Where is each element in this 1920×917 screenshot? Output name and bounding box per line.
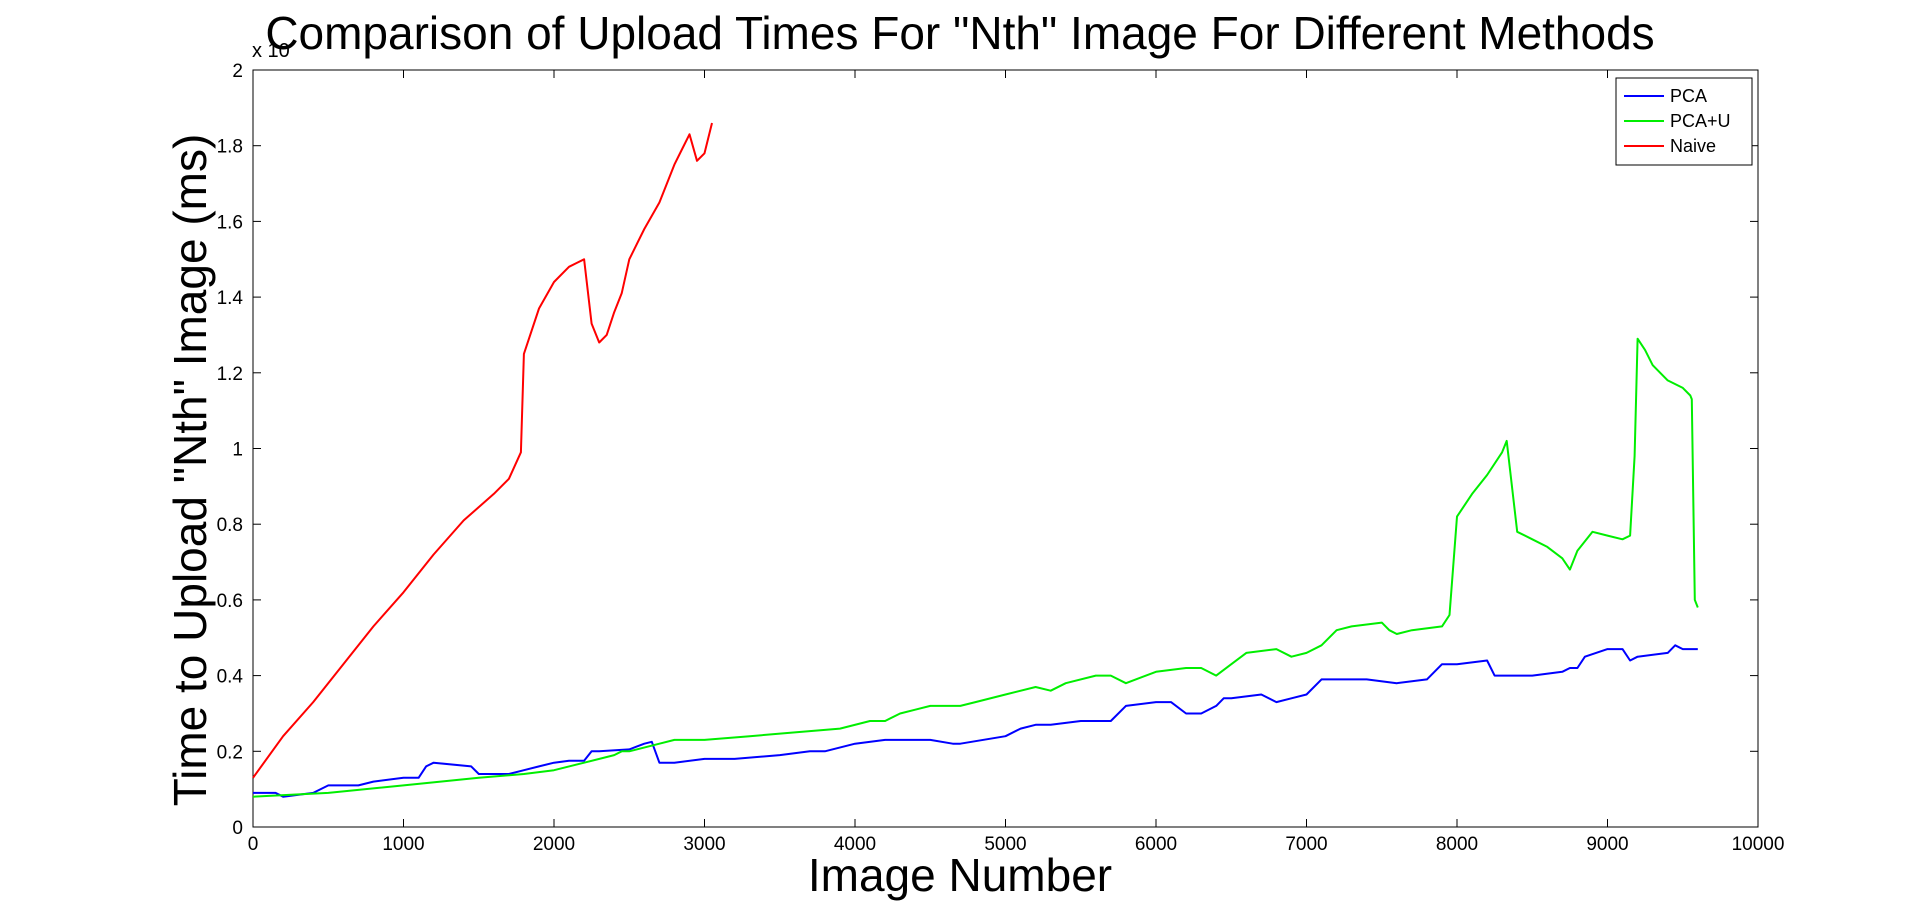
x-tick-label: 9000 <box>1586 834 1628 855</box>
series-line-pca-u <box>252 337 1699 798</box>
x-tick-label: 10000 <box>1732 834 1785 855</box>
series-lines <box>252 122 1699 798</box>
x-tick-label: 5000 <box>984 834 1026 855</box>
axes: 0 1000 2000 3000 4000 5000 6000 7000 8000 9000 100… <box>217 61 1785 855</box>
x-tick-label: 3000 <box>683 834 725 855</box>
x-tick-label: 7000 <box>1285 834 1327 855</box>
y-exponent-label: x 10 <box>252 40 290 62</box>
x-tick-label: 8000 <box>1436 834 1478 855</box>
x-axis-label: Image Number <box>807 849 1113 901</box>
y-tick-label: 1.2 <box>217 364 243 385</box>
y-tick-label: 1.6 <box>217 212 243 233</box>
y-tick-label: 0.2 <box>217 742 243 763</box>
legend-label: Naive <box>1670 136 1716 156</box>
series-line-naive <box>252 122 713 779</box>
y-tick-label: 0.6 <box>217 591 243 612</box>
y-tick-label: 0.4 <box>217 667 244 688</box>
legend: PCA PCA+U Naive <box>1615 77 1753 166</box>
y-tick-label: 1 <box>232 440 243 461</box>
x-tick-label: 6000 <box>1135 834 1177 855</box>
x-tick-label: 4000 <box>834 834 876 855</box>
y-tick-label: 0 <box>232 818 243 839</box>
x-tick-label: 1000 <box>382 834 424 855</box>
chart-title: Comparison of Upload Times For "Nth" Ima… <box>265 7 1655 59</box>
x-tick-label: 0 <box>248 834 259 855</box>
y-tick-label: 1.4 <box>217 288 244 309</box>
y-tick-label: 2 <box>232 61 243 82</box>
x-tick-label: 2000 <box>533 834 575 855</box>
y-tick-label: 0.8 <box>217 515 243 536</box>
plot-area <box>252 69 1759 828</box>
legend-label: PCA <box>1670 86 1707 106</box>
y-tick-label: 1.8 <box>217 137 243 158</box>
legend-label: PCA+U <box>1670 111 1731 131</box>
series-line-pca <box>253 644 1698 798</box>
y-axis-label: Time to Upload "Nth" Image (ms) <box>164 133 216 807</box>
